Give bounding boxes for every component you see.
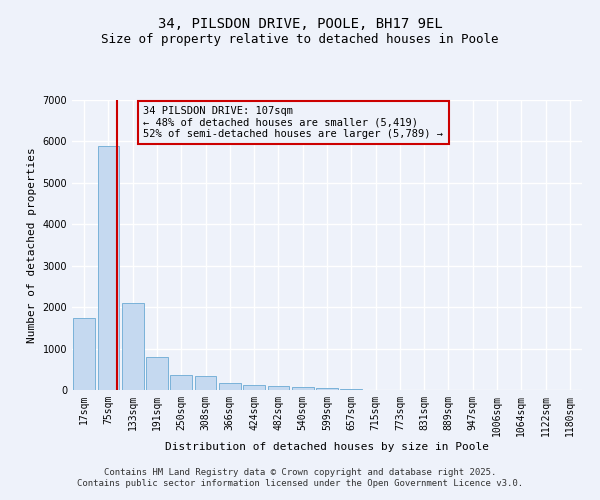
Bar	[122, 303, 143, 390]
Bar	[73, 318, 95, 390]
Bar	[316, 388, 338, 390]
Bar	[97, 146, 119, 390]
Bar	[219, 384, 241, 390]
Bar	[292, 387, 314, 390]
Bar	[170, 374, 192, 390]
Text: 34, PILSDON DRIVE, POOLE, BH17 9EL: 34, PILSDON DRIVE, POOLE, BH17 9EL	[158, 18, 442, 32]
Text: Size of property relative to detached houses in Poole: Size of property relative to detached ho…	[101, 32, 499, 46]
Text: 34 PILSDON DRIVE: 107sqm
← 48% of detached houses are smaller (5,419)
52% of sem: 34 PILSDON DRIVE: 107sqm ← 48% of detach…	[143, 106, 443, 139]
Bar	[194, 376, 217, 390]
Text: Contains HM Land Registry data © Crown copyright and database right 2025.
Contai: Contains HM Land Registry data © Crown c…	[77, 468, 523, 487]
Bar	[146, 357, 168, 390]
Bar	[243, 384, 265, 390]
X-axis label: Distribution of detached houses by size in Poole: Distribution of detached houses by size …	[165, 442, 489, 452]
Y-axis label: Number of detached properties: Number of detached properties	[27, 147, 37, 343]
Bar	[268, 386, 289, 390]
